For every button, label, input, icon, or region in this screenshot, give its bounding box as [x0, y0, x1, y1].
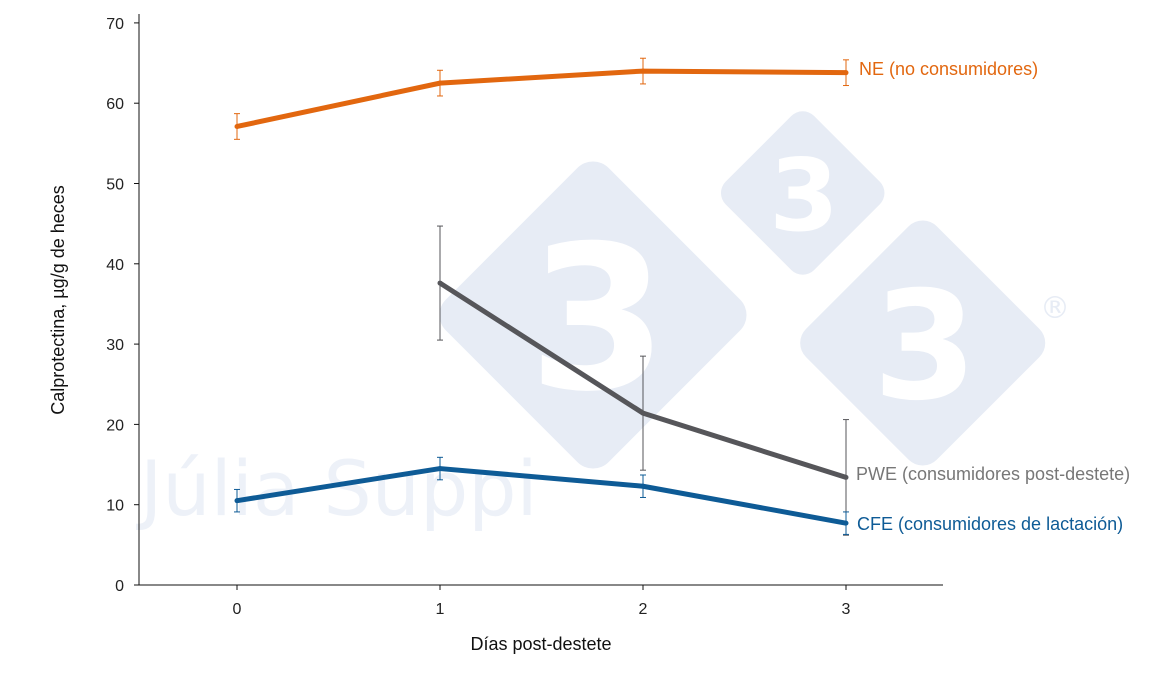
data-point-pwe	[437, 280, 443, 286]
data-point-ne	[234, 123, 240, 129]
series-label-cfe: CFE (consumidores de lactación)	[857, 514, 1123, 534]
watermark-author: Júlia Suppi	[136, 444, 538, 533]
x-ticks: 0 1 2 3	[233, 585, 851, 618]
data-point-ne	[640, 68, 646, 74]
y-axis-title: Calprotectina, µg/g de heces	[48, 185, 68, 415]
watermark-diamond-right	[800, 220, 1046, 466]
x-tick-label: 1	[436, 601, 445, 618]
y-tick-label: 70	[106, 16, 124, 33]
watermark-diamond-large	[439, 161, 747, 469]
watermark-digit-small: 3	[769, 137, 839, 254]
series-ne	[234, 57, 849, 140]
y-tick-label: 40	[106, 257, 124, 274]
watermark-digit-right: 3	[873, 260, 977, 434]
data-point-pwe	[843, 474, 849, 480]
series-label-ne: NE (no consumidores)	[859, 59, 1038, 79]
data-point-cfe	[234, 498, 240, 504]
data-point-ne	[437, 80, 443, 86]
data-point-cfe	[640, 483, 646, 489]
y-ticks: 0 10 20 30 40 50 60 70	[106, 16, 139, 595]
y-tick-label: 0	[115, 578, 124, 595]
series-line-ne	[236, 68, 847, 129]
data-point-cfe	[843, 520, 849, 526]
axes: 0 10 20 30 40 50 60 70 0 1 2 3	[106, 14, 943, 618]
x-tick-label: 2	[639, 601, 648, 618]
y-tick-label: 50	[106, 177, 124, 194]
watermark-digit-large: 3	[528, 203, 667, 436]
series-line-cfe	[236, 466, 847, 526]
y-tick-label: 60	[106, 96, 124, 113]
x-axis-title: Días post-destete	[470, 634, 611, 654]
y-tick-label: 20	[106, 417, 124, 434]
watermark-diamond-small	[720, 111, 885, 275]
series-label-pwe: PWE (consumidores post-destete)	[856, 464, 1130, 484]
data-point-cfe	[437, 466, 443, 472]
series-layer	[234, 57, 849, 536]
watermark-logo: 3 3 3 ® Júlia Suppi	[136, 111, 1070, 533]
series-cfe	[234, 456, 849, 535]
data-point-ne	[843, 70, 849, 76]
data-point-pwe	[640, 410, 646, 416]
x-tick-label: 0	[233, 601, 242, 618]
watermark-registered: ®	[1040, 291, 1070, 326]
y-tick-label: 30	[106, 337, 124, 354]
y-tick-label: 10	[106, 498, 124, 515]
x-tick-label: 3	[842, 601, 851, 618]
